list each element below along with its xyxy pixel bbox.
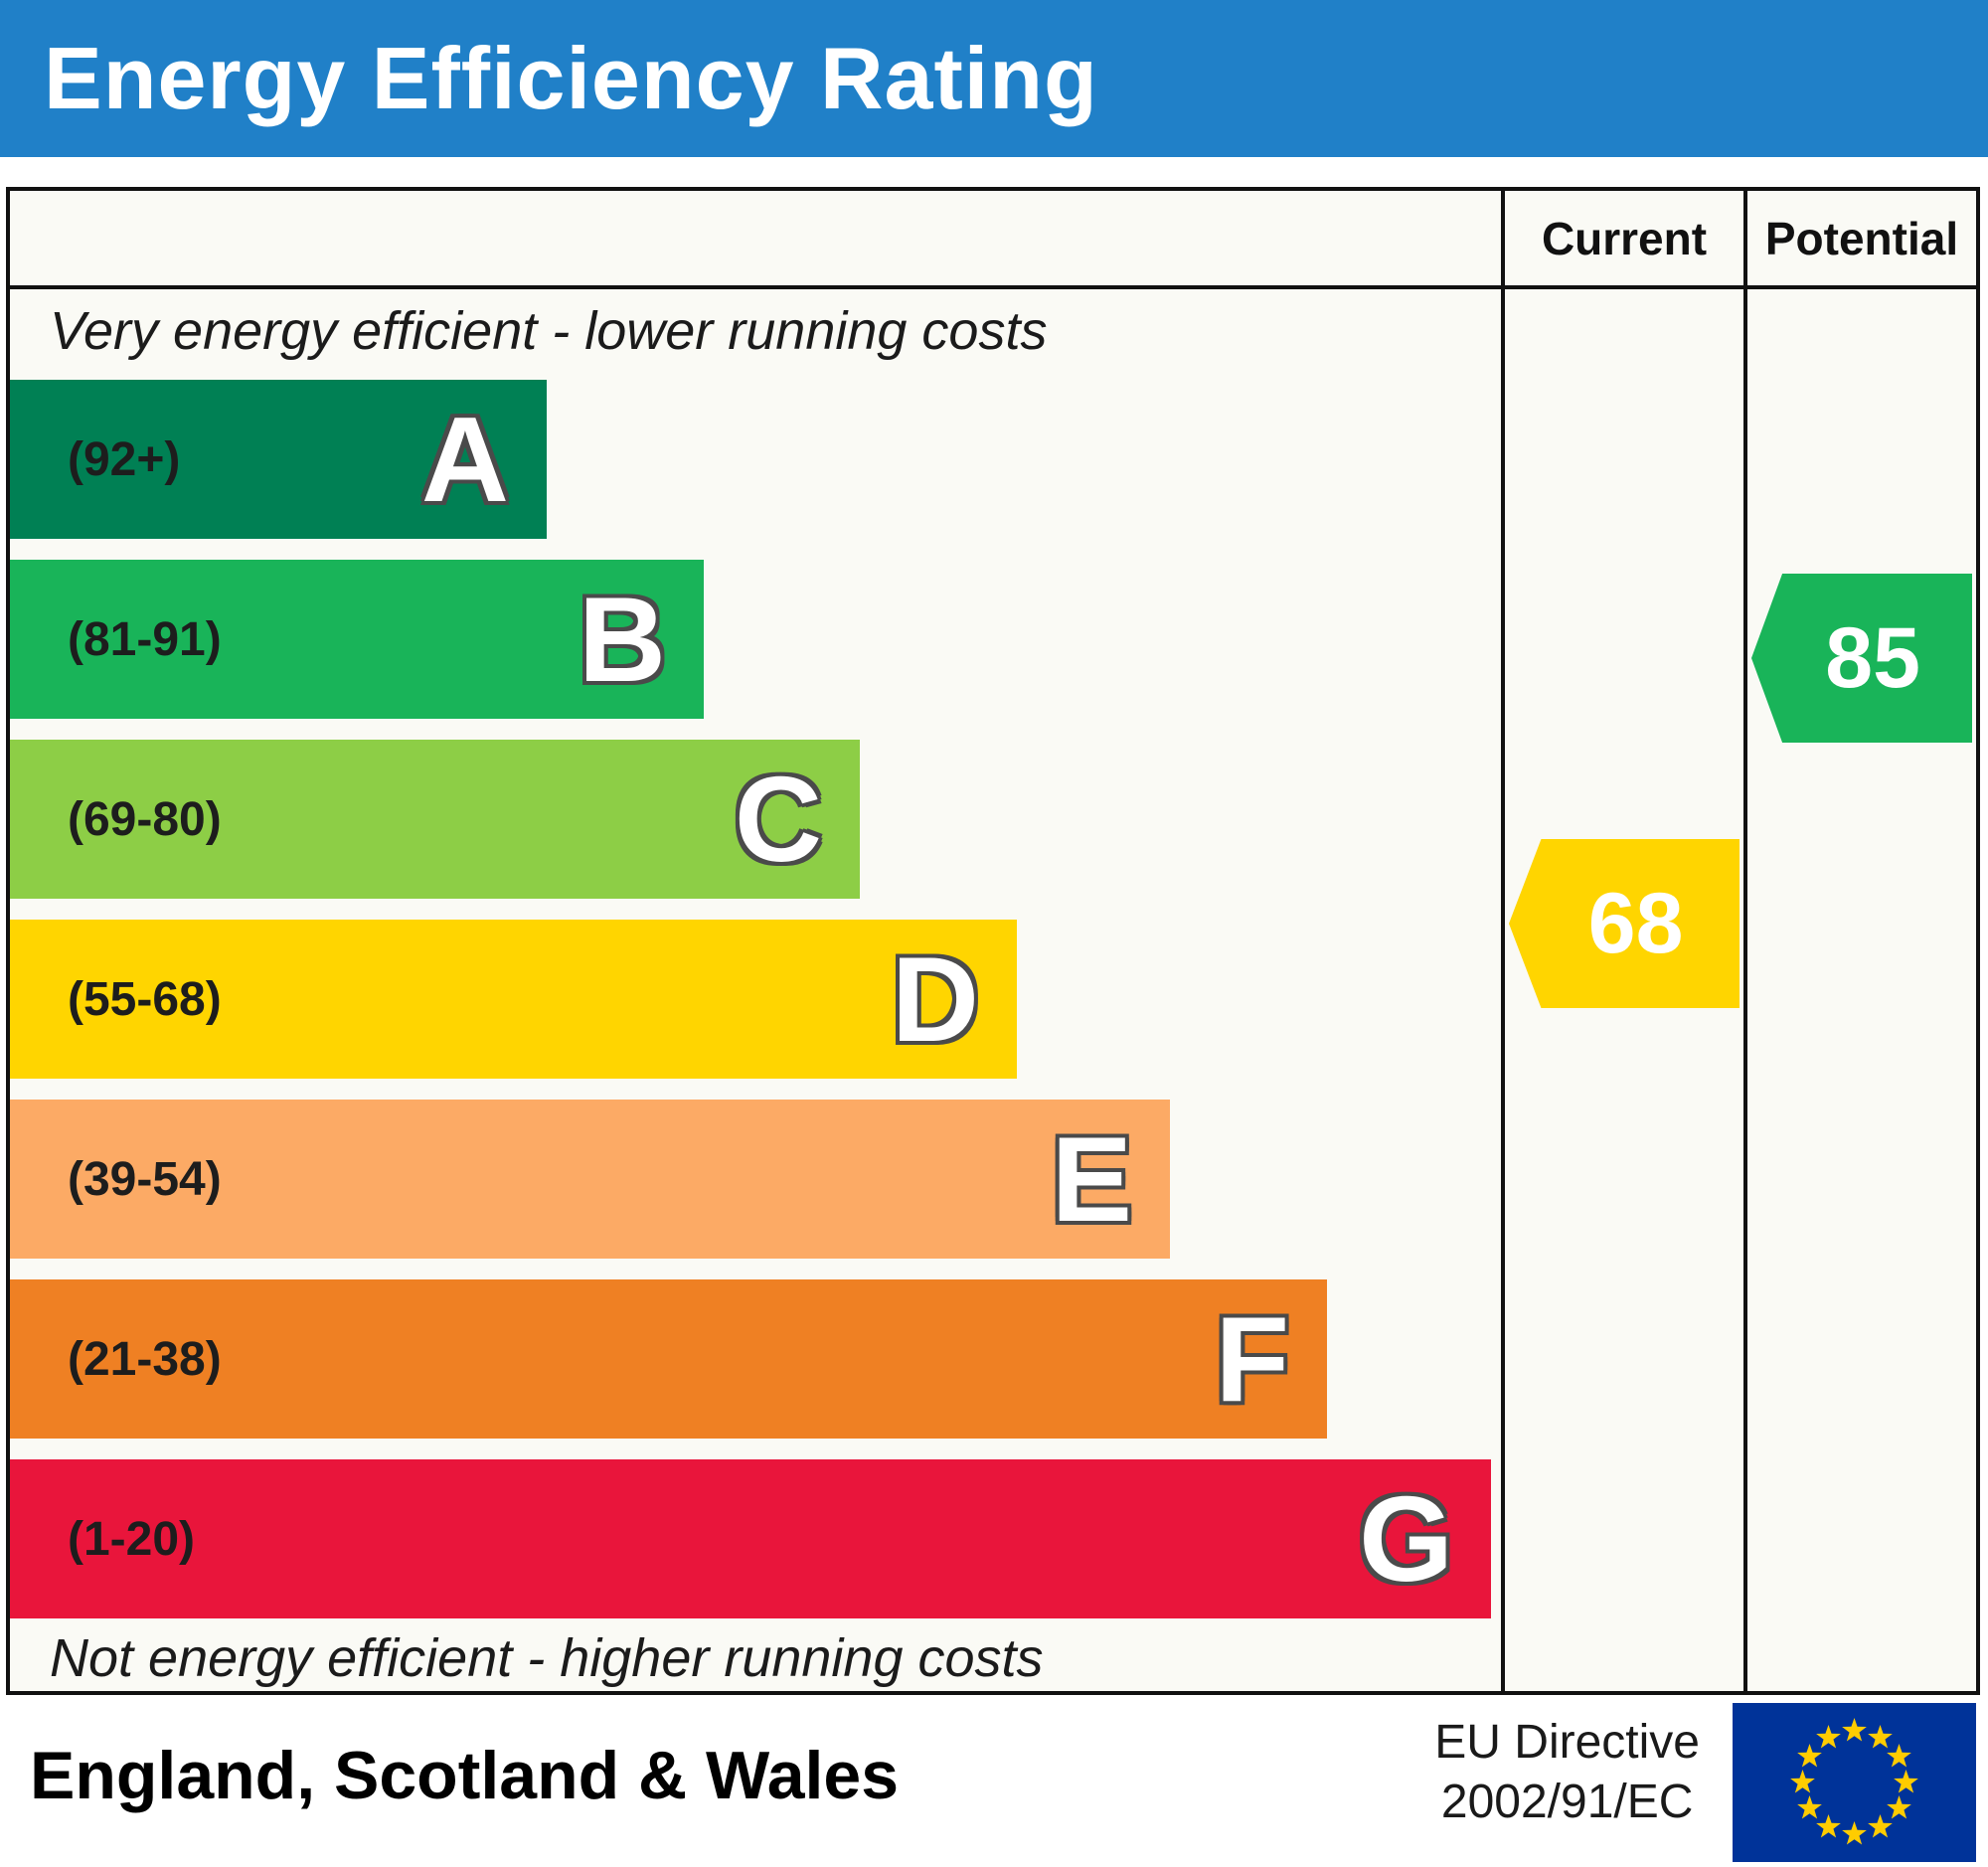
band-e-letter: E — [1051, 1111, 1132, 1247]
band-c-letter: C — [734, 752, 822, 887]
eu-directive-label: EU Directive 2002/91/EC — [1434, 1713, 1700, 1832]
page-title: Energy Efficiency Rating — [44, 29, 1098, 127]
band-e: (39-54) E — [10, 1100, 1170, 1259]
column-divider-current — [1501, 191, 1505, 1691]
eu-directive-line2: 2002/91/EC — [1440, 1776, 1694, 1828]
band-a: (92+) A — [10, 380, 547, 539]
current-column-header: Current — [1541, 212, 1708, 264]
band-b-range: (81-91) — [68, 612, 222, 666]
bottom-note: Not energy efficient - higher running co… — [50, 1628, 1044, 1688]
band-f-letter: F — [1215, 1291, 1289, 1427]
band-d-range: (55-68) — [68, 972, 222, 1026]
header-divider-line — [10, 285, 1976, 289]
band-g-range: (1-20) — [68, 1512, 196, 1566]
potential-rating-value: 85 — [1825, 609, 1920, 706]
band-f-range: (21-38) — [68, 1332, 222, 1386]
band-d-letter: D — [891, 932, 979, 1067]
band-a-letter: A — [420, 392, 509, 527]
band-g: (1-20) G — [10, 1459, 1491, 1618]
region-label: England, Scotland & Wales — [30, 1738, 900, 1813]
current-rating-marker: 68 — [1509, 839, 1740, 1008]
band-e-range: (39-54) — [68, 1152, 222, 1206]
band-c-range: (69-80) — [68, 792, 222, 846]
band-c: (69-80) C — [10, 740, 860, 899]
title-bar: Energy Efficiency Rating — [0, 0, 1988, 157]
potential-rating-marker: 85 — [1751, 574, 1972, 743]
column-divider-potential — [1743, 191, 1747, 1691]
rating-chart: Current Potential Very energy efficient … — [6, 187, 1980, 1695]
band-f: (21-38) F — [10, 1279, 1327, 1439]
current-rating-value: 68 — [1587, 875, 1684, 971]
eu-flag-icon — [1733, 1703, 1976, 1862]
band-a-range: (92+) — [68, 432, 181, 486]
eu-directive-line1: EU Directive — [1434, 1716, 1700, 1769]
potential-column-header: Potential — [1764, 212, 1959, 264]
band-d: (55-68) D — [10, 920, 1017, 1079]
band-g-letter: G — [1359, 1471, 1453, 1607]
top-note: Very energy efficient - lower running co… — [50, 301, 1048, 361]
band-b: (81-91) B — [10, 560, 704, 719]
footer: England, Scotland & Wales EU Directive 2… — [0, 1695, 1988, 1867]
band-b-letter: B — [578, 572, 666, 707]
